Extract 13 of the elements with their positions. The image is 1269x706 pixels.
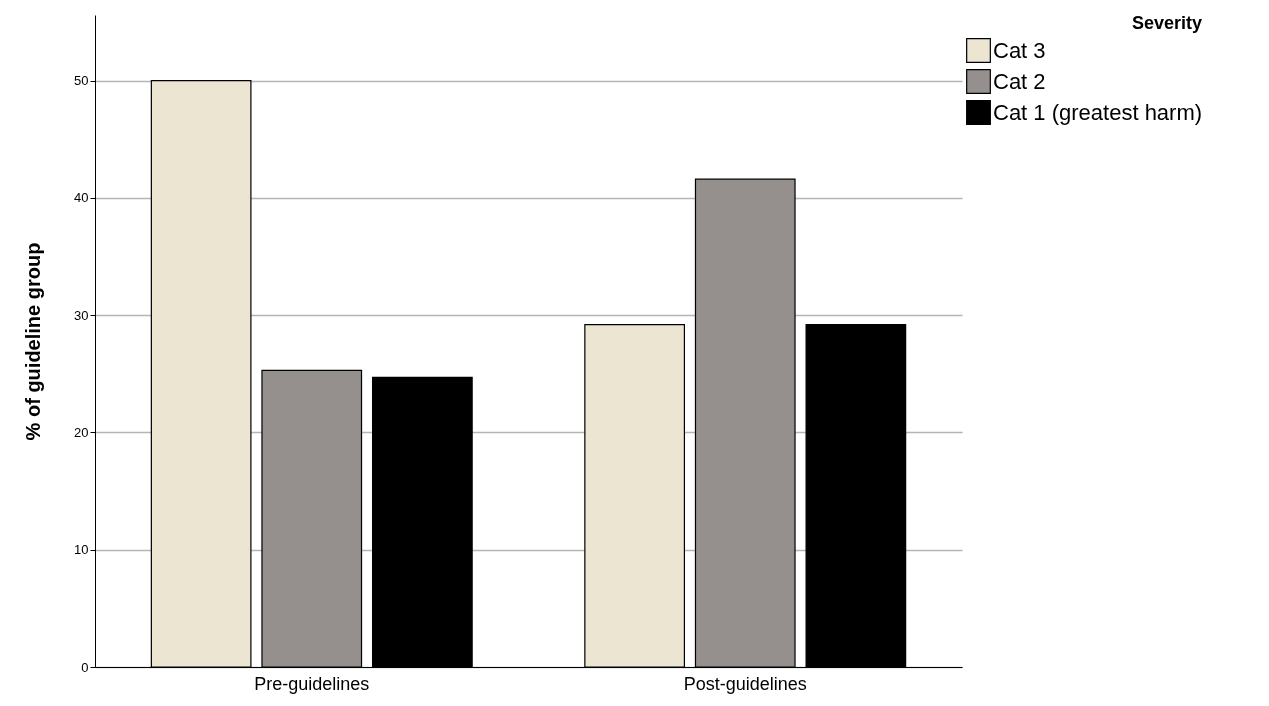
legend-title: Severity	[1131, 13, 1202, 33]
legend-label: Cat 3	[993, 37, 1046, 63]
legend-label: Cat 2	[993, 68, 1046, 94]
y-tick-label: 40	[74, 190, 89, 206]
y-tick-label: 50	[74, 73, 89, 89]
y-tick-label: 10	[74, 542, 89, 558]
y-tick-label: 30	[74, 307, 89, 323]
y-tick-label: 20	[74, 424, 89, 440]
x-tick-label: Post-guidelines	[683, 673, 807, 694]
y-tick-label: 0	[81, 659, 89, 675]
legend-label: Cat 1 (greatest harm)	[993, 99, 1203, 125]
y-axis-title: % of guideline group	[22, 242, 45, 441]
x-tick-label: Pre-guidelines	[254, 673, 370, 694]
